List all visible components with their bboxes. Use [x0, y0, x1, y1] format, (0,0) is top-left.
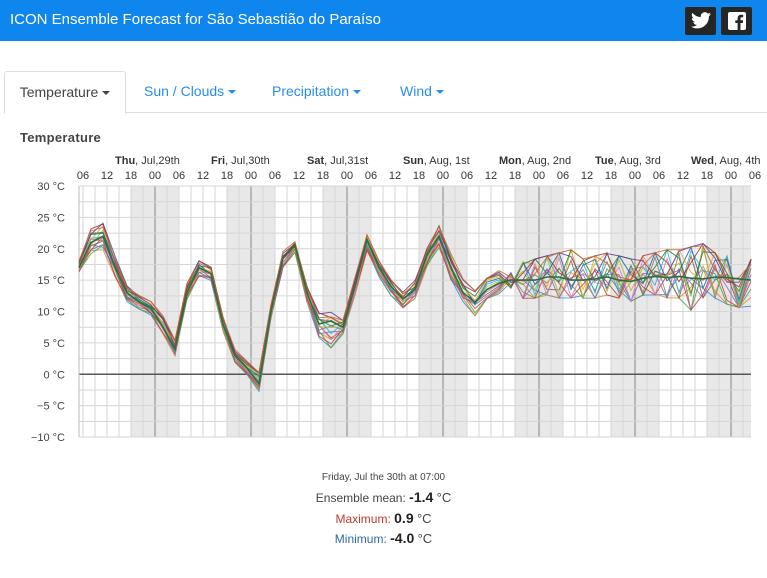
annotation-min: Minimum: -4.0 °C: [0, 530, 767, 546]
max-unit: °C: [416, 511, 432, 526]
facebook-icon: [727, 12, 746, 30]
min-label: Minimum:: [334, 532, 387, 546]
tab-label: Sun / Clouds: [144, 83, 225, 99]
header-bar: ICON Ensemble Forecast for São Sebastião…: [0, 0, 767, 41]
x-hour-label: 18: [701, 170, 713, 182]
x-hour-label: 12: [677, 170, 689, 182]
x-hour-label: 00: [341, 170, 353, 182]
y-tick-label: 15 °C: [37, 275, 65, 287]
annotation-mean: Ensemble mean: -1.4 °C: [0, 489, 767, 505]
caret-down-icon: [102, 91, 111, 96]
x-hour-label: 00: [629, 170, 641, 182]
x-hour-label: 12: [197, 170, 209, 182]
tab-label: Precipitation: [272, 83, 350, 99]
x-hour-label: 18: [605, 170, 617, 182]
annotation-time: Friday, Jul the 30th at 07:00: [321, 472, 446, 483]
ensemble-member-line: [78, 238, 752, 383]
y-tick-label: 30 °C: [37, 181, 65, 193]
x-hour-label: 18: [413, 170, 425, 182]
x-day-label: Wed, Aug, 4th: [691, 155, 761, 167]
x-hour-label: 00: [533, 170, 545, 182]
x-hour-label: 06: [77, 170, 89, 182]
ensemble-mean-line: [78, 234, 752, 386]
twitter-icon: [690, 12, 711, 29]
x-hour-label: 12: [485, 170, 497, 182]
x-day-label: Sat, Jul,31st: [307, 155, 368, 167]
x-hour-label: 12: [581, 170, 593, 182]
max-label: Maximum:: [335, 512, 391, 526]
tab-precipitation[interactable]: Precipitation: [272, 71, 362, 111]
x-hour-label: 18: [317, 170, 329, 182]
y-tick-label: −5 °C: [37, 401, 65, 413]
x-hour-label: 18: [221, 170, 233, 182]
annotation-max: Maximum: 0.9 °C: [0, 510, 767, 526]
x-day-label: Fri, Jul,30th: [211, 155, 270, 167]
max-value: 0.9: [394, 510, 414, 526]
mean-unit: °C: [436, 490, 452, 505]
x-hour-label: 06: [365, 170, 377, 182]
tab-sun-clouds[interactable]: Sun / Clouds: [144, 71, 237, 111]
x-hour-label: 12: [293, 170, 305, 182]
x-hour-label: 06: [461, 170, 473, 182]
x-hour-label: 12: [389, 170, 401, 182]
x-hour-label: 00: [245, 170, 257, 182]
ensemble-member-line: [78, 225, 752, 374]
temperature-chart[interactable]: 30 °C 25 °C 20 °C 15 °C 10 °C 5 °C 0 °C −5 °C −1…: [0, 150, 767, 450]
x-hour-label: 00: [149, 170, 161, 182]
x-hour-label: 06: [269, 170, 281, 182]
y-tick-label: 20 °C: [37, 244, 65, 256]
x-hour-label: 06: [749, 170, 761, 182]
x-hour-label: 18: [509, 170, 521, 182]
x-day-label: Thu, Jul,29th: [115, 155, 180, 167]
y-tick-label: 5 °C: [43, 338, 65, 350]
tab-temperature[interactable]: Temperature: [4, 71, 126, 114]
x-day-label: Tue, Aug, 3rd: [595, 155, 661, 167]
y-tick-label: 0 °C: [43, 369, 65, 381]
x-day-label: Sun, Aug, 1st: [403, 155, 470, 167]
x-hour-label: 00: [437, 170, 449, 182]
y-tick-label: 25 °C: [37, 212, 65, 224]
caret-down-icon: [435, 90, 444, 95]
section-title: Temperature: [20, 130, 102, 145]
app-title: ICON Ensemble Forecast for São Sebastião…: [10, 11, 382, 28]
tab-bar: Temperature Sun / Clouds Precipitation W…: [4, 71, 767, 114]
x-hour-label: 06: [653, 170, 665, 182]
x-day-label: Mon, Aug, 2nd: [499, 155, 571, 167]
x-hour-label: 06: [557, 170, 569, 182]
mean-value: -1.4: [409, 489, 434, 505]
x-hour-label: 06: [173, 170, 185, 182]
tab-label: Temperature: [19, 84, 99, 100]
x-hour-label: 12: [101, 170, 113, 182]
twitter-button[interactable]: [685, 7, 716, 35]
caret-down-icon: [228, 90, 237, 95]
facebook-button[interactable]: [721, 7, 752, 35]
x-hour-label: 00: [725, 170, 737, 182]
mean-label: Ensemble mean:: [315, 491, 406, 505]
min-value: -4.0: [390, 530, 415, 546]
min-unit: °C: [417, 531, 433, 546]
y-tick-label: −10 °C: [31, 432, 65, 444]
x-hour-label: 18: [125, 170, 137, 182]
tab-wind[interactable]: Wind: [400, 71, 444, 111]
caret-down-icon: [353, 90, 362, 95]
y-tick-label: 10 °C: [37, 307, 65, 319]
tab-label: Wind: [400, 83, 432, 99]
